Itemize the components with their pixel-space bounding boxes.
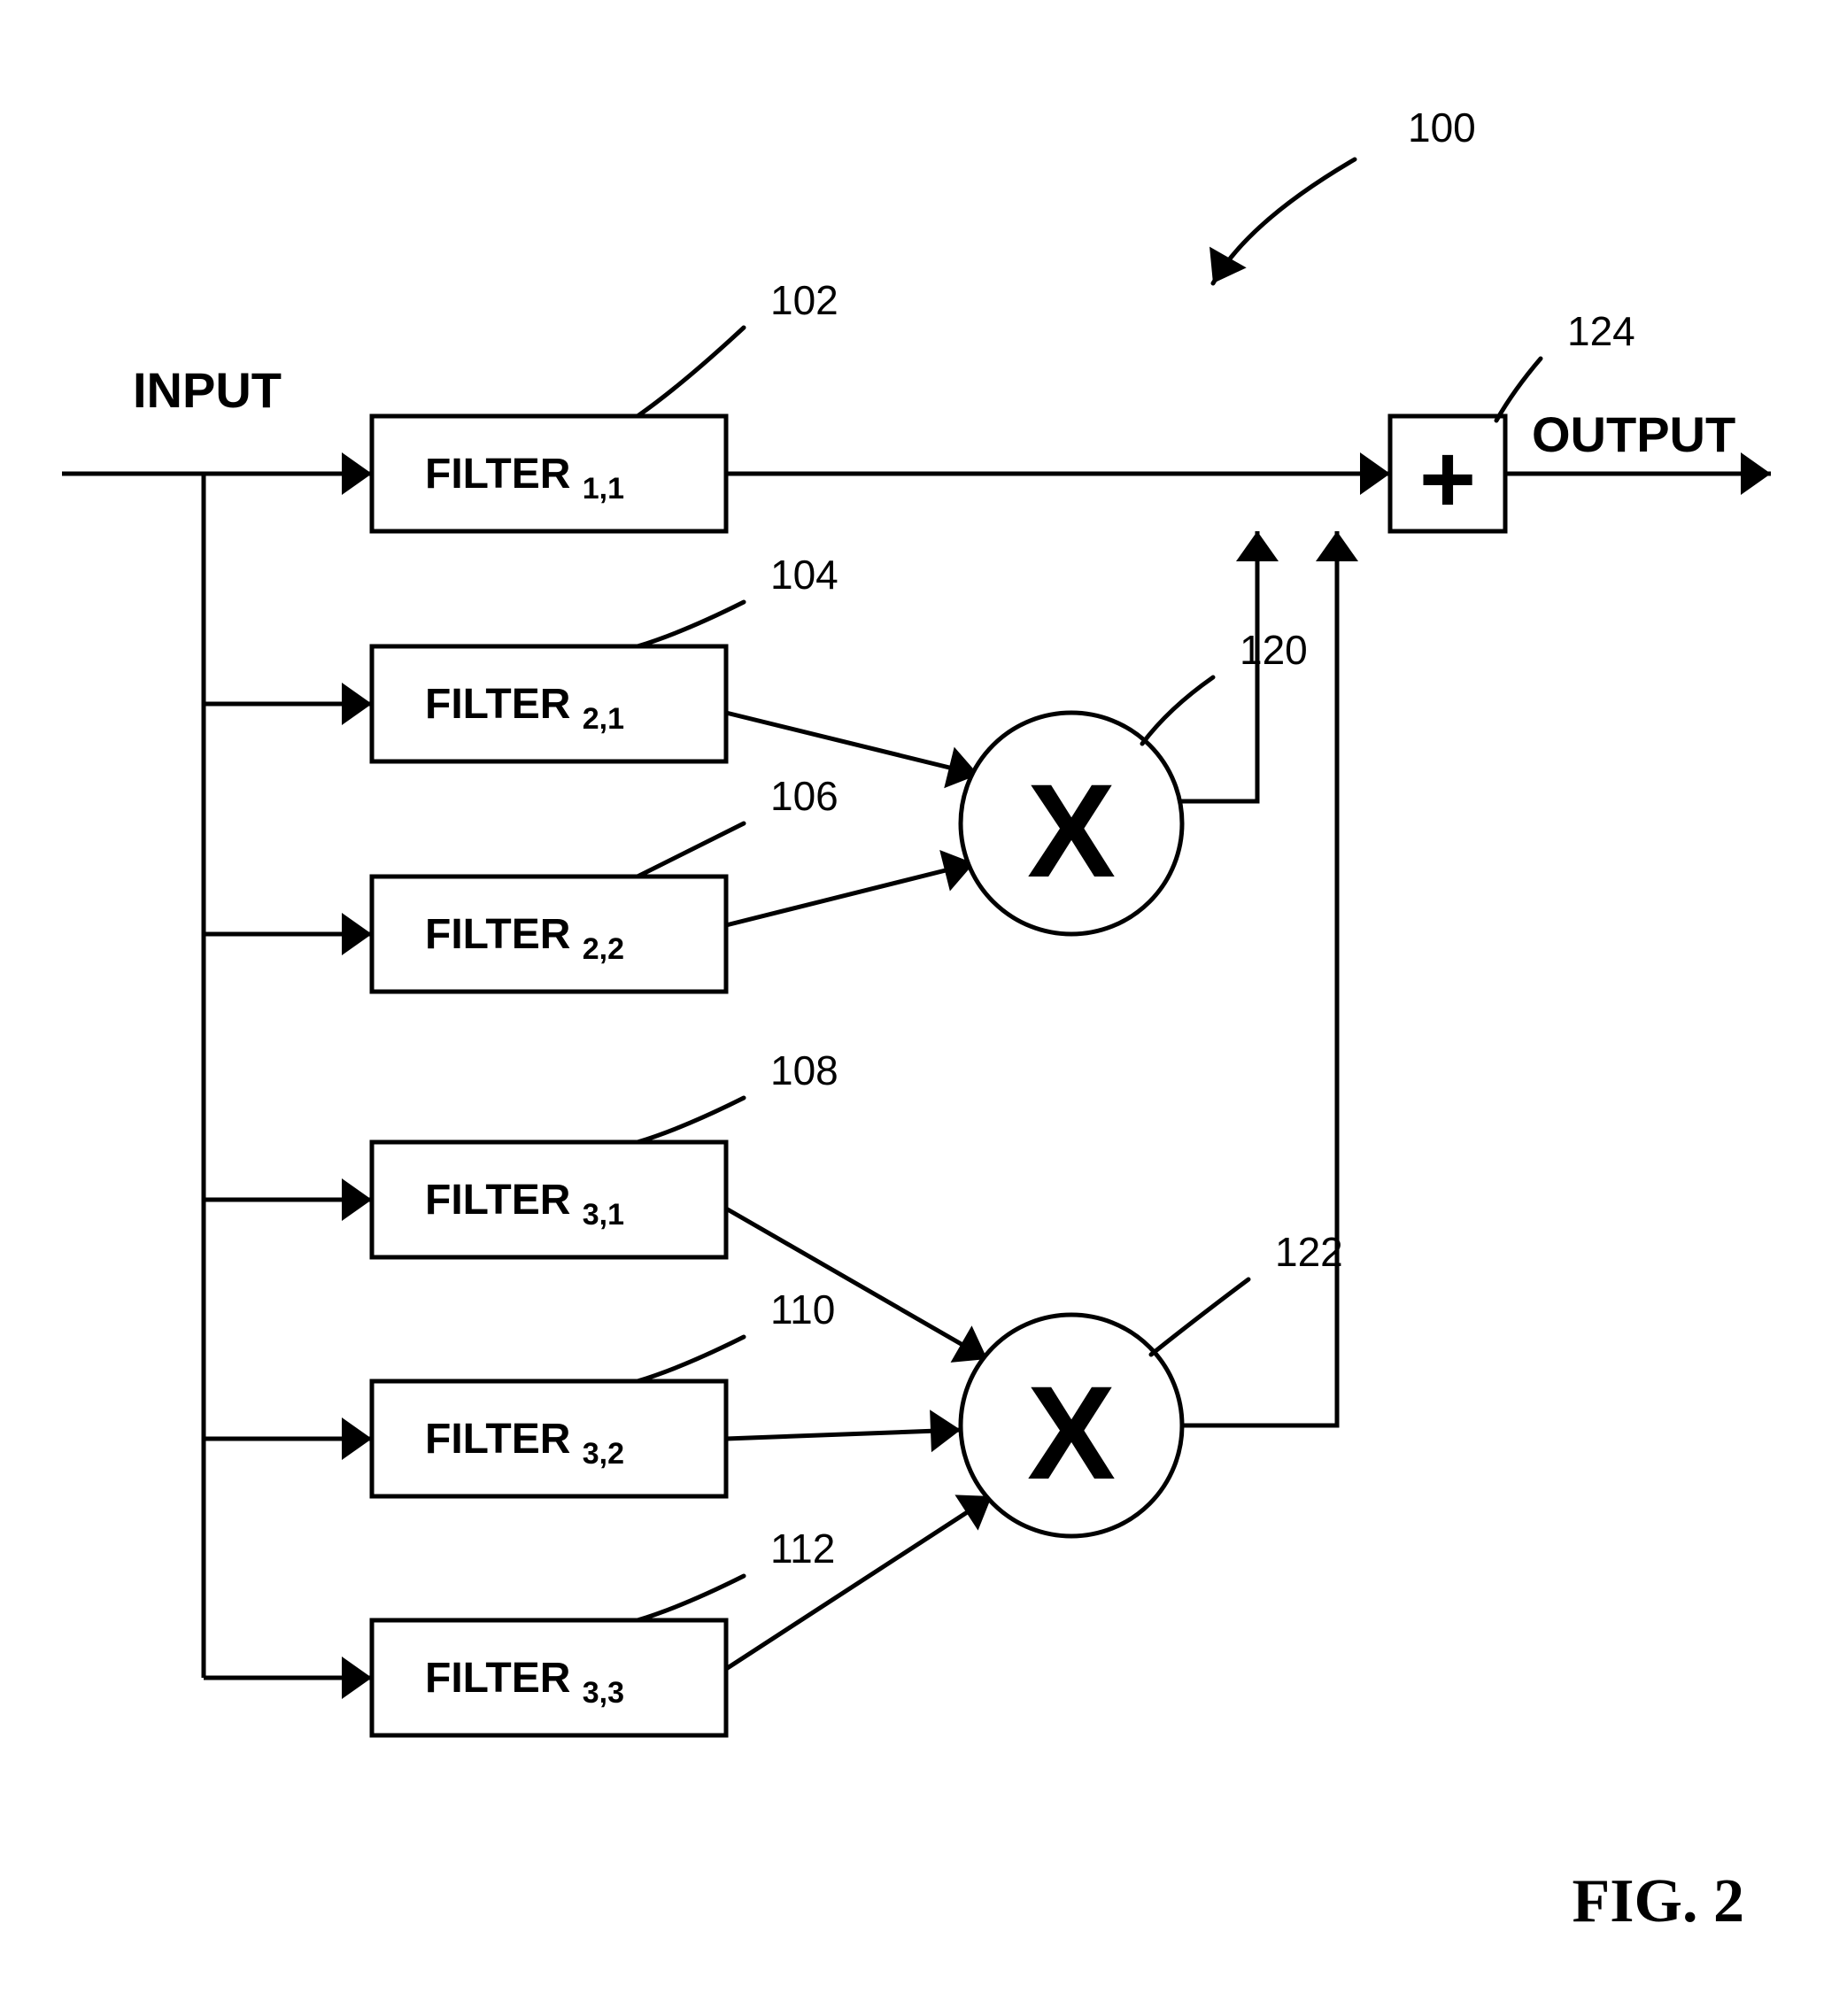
figure-title: FIG. 2	[1573, 1867, 1744, 1935]
ref-f22: 106	[770, 773, 838, 819]
filter-block-2-2: FILTER 2,2	[372, 877, 726, 992]
block-diagram: FILTER 1,1 FILTER 2,1 FILTER 2,2 FILTER 3,1…	[0, 0, 1847, 2016]
multiply-icon: X	[1027, 756, 1116, 905]
filter-block-1-1: FILTER 1,1	[372, 416, 726, 531]
ref-f33: 112	[770, 1526, 835, 1572]
ref-f31: 108	[770, 1047, 838, 1093]
ref-add: 124	[1567, 308, 1635, 354]
filter-block-3-3: FILTER 3,3	[372, 1620, 726, 1735]
ref-m1: 120	[1240, 627, 1308, 673]
filter-block-3-2: FILTER 3,2	[372, 1381, 726, 1496]
ref-f21: 104	[770, 552, 838, 598]
output-label: OUTPUT	[1532, 406, 1735, 462]
ref-figref: 100	[1408, 104, 1476, 151]
ref-f11: 102	[770, 277, 838, 323]
multiply-icon: X	[1027, 1358, 1116, 1507]
ref-m2: 122	[1275, 1229, 1343, 1275]
input-label: INPUT	[133, 362, 282, 418]
ref-f32: 110	[770, 1286, 835, 1332]
filter-block-2-1: FILTER 2,1	[372, 646, 726, 761]
plus-icon: +	[1419, 425, 1476, 534]
filter-block-3-1: FILTER 3,1	[372, 1142, 726, 1257]
